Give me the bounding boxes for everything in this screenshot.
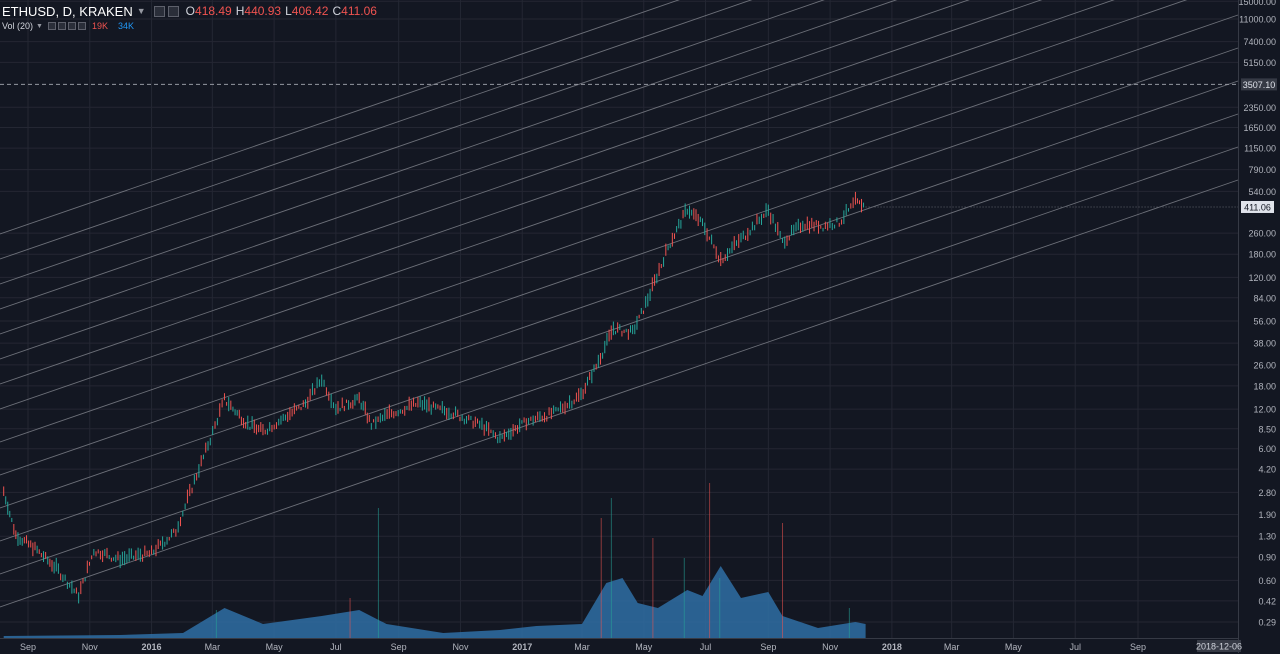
volume-label[interactable]: Vol (20): [2, 21, 34, 31]
time-tick-label: 2018: [882, 642, 902, 652]
high-label: H: [235, 4, 245, 18]
price-tick-label: 180.00: [1248, 250, 1276, 260]
chart-grid: [0, 0, 1238, 638]
price-tick-label: 84.00: [1253, 293, 1276, 303]
channel-line: [0, 0, 1115, 385]
time-tick-label: May: [635, 642, 653, 652]
open-label: O: [185, 4, 196, 18]
channel-line: [0, 80, 1239, 509]
time-tick-label: Jul: [1069, 642, 1081, 652]
symbol-label[interactable]: ETHUSD, D, KRAKEN: [2, 3, 133, 19]
settings-icon[interactable]: [153, 5, 165, 17]
time-tick-label: May: [266, 642, 284, 652]
eye-icon[interactable]: [47, 22, 56, 30]
cursor-date-box: [1197, 640, 1241, 652]
volume-ma-value: 34K: [117, 21, 134, 31]
price-tick-label: 1.30: [1258, 532, 1276, 542]
channel-line: [0, 0, 898, 310]
last-price-box: [1241, 200, 1274, 213]
close-icon[interactable]: [67, 22, 76, 30]
price-tick-label: 38.00: [1253, 339, 1276, 349]
time-tick-label: Mar: [574, 642, 590, 652]
time-tick-label: Jul: [330, 642, 342, 652]
price-tick-label: 0.42: [1258, 596, 1276, 606]
regression-channel-lines: [0, 0, 1239, 608]
price-tick-label: 790.00: [1248, 165, 1276, 175]
time-tick-label: 2016: [142, 642, 162, 652]
time-tick-label: Sep: [20, 642, 36, 652]
chevron-down-icon[interactable]: ▼: [36, 22, 43, 30]
volume-legend: Vol (20) ▼ 19K 34K: [2, 19, 134, 33]
price-tick-label: 11000.00: [1239, 15, 1276, 25]
time-tick-label: Nov: [452, 642, 469, 652]
price-tick-label: 5150.00: [1243, 58, 1276, 68]
price-tick-label: 2.80: [1258, 488, 1276, 498]
time-tick-label: Mar: [205, 642, 221, 652]
price-tick-label: 1.90: [1258, 510, 1276, 520]
volume-area: [3, 483, 866, 638]
price-tick-label: 1650.00: [1243, 123, 1276, 133]
time-tick-label: Sep: [391, 642, 407, 652]
high-value: 440.93: [244, 4, 282, 18]
more-icon[interactable]: [77, 22, 86, 30]
time-tick-label: Sep: [760, 642, 776, 652]
open-value: 418.49: [195, 4, 232, 18]
cursor-date-label: 2018-12-06: [1196, 642, 1242, 652]
crosshair-price-label: 3507.10: [1243, 80, 1276, 90]
price-tick-label: 120.00: [1248, 273, 1276, 283]
price-tick-label: 1150.00: [1244, 144, 1276, 154]
price-axis[interactable]: [1238, 0, 1280, 653]
price-tick-label: 15000.00: [1238, 0, 1276, 7]
hide-icon[interactable]: [167, 5, 179, 17]
price-tick-label: 2350.00: [1243, 103, 1276, 113]
time-tick-label: Sep: [1130, 642, 1146, 652]
close-value: 411.06: [341, 4, 377, 18]
time-tick-label: Nov: [82, 642, 99, 652]
channel-line: [0, 0, 825, 285]
price-tick-label: 540.00: [1248, 187, 1276, 197]
channel-line: [0, 0, 1188, 410]
symbol-header: ETHUSD, D, KRAKEN ▼ O 418.49 H 440.93 L 406…: [2, 2, 377, 20]
time-tick-label: Jul: [700, 642, 712, 652]
channel-line: [0, 0, 1043, 360]
chevron-down-icon[interactable]: ▼: [136, 6, 146, 16]
channel-line: [0, 146, 1239, 575]
time-tick-label: Nov: [822, 642, 839, 652]
close-label: C: [332, 4, 342, 18]
price-tick-label: 6.00: [1258, 444, 1276, 454]
last-price-label: 411.06: [1244, 202, 1271, 212]
price-tick-label: 26.00: [1253, 360, 1276, 370]
settings-icon[interactable]: [57, 22, 66, 30]
channel-line: [0, 14, 1239, 443]
time-tick-label: Mar: [944, 642, 960, 652]
low-value: 406.42: [291, 4, 329, 18]
volume-value: 19K: [91, 21, 108, 31]
time-tick-label: May: [1005, 642, 1023, 652]
time-tick-label: 2017: [512, 642, 532, 652]
price-tick-label: 7400.00: [1243, 37, 1276, 47]
time-axis[interactable]: [0, 638, 1238, 654]
price-tick-label: 260.00: [1248, 229, 1276, 239]
price-candles: [3, 191, 1238, 604]
price-tick-label: 8.50: [1258, 424, 1276, 434]
crosshair-price-box: [1241, 78, 1277, 91]
price-tick-label: 4.20: [1258, 465, 1276, 475]
channel-line: [0, 0, 680, 235]
volume-ma-area: [3, 566, 866, 638]
price-tick-label: 12.00: [1253, 405, 1276, 415]
channel-line: [0, 179, 1239, 608]
price-tick-label: 18.00: [1253, 381, 1276, 391]
channel-line: [0, 47, 1239, 476]
channel-line: [0, 0, 970, 335]
channel-line: [0, 113, 1239, 542]
low-label: L: [285, 4, 292, 18]
price-tick-label: 56.00: [1253, 316, 1276, 326]
price-tick-label: 0.90: [1258, 553, 1276, 563]
channel-line: [0, 0, 753, 260]
price-tick-label: 0.60: [1258, 576, 1276, 586]
price-tick-label: 0.29: [1258, 618, 1276, 628]
